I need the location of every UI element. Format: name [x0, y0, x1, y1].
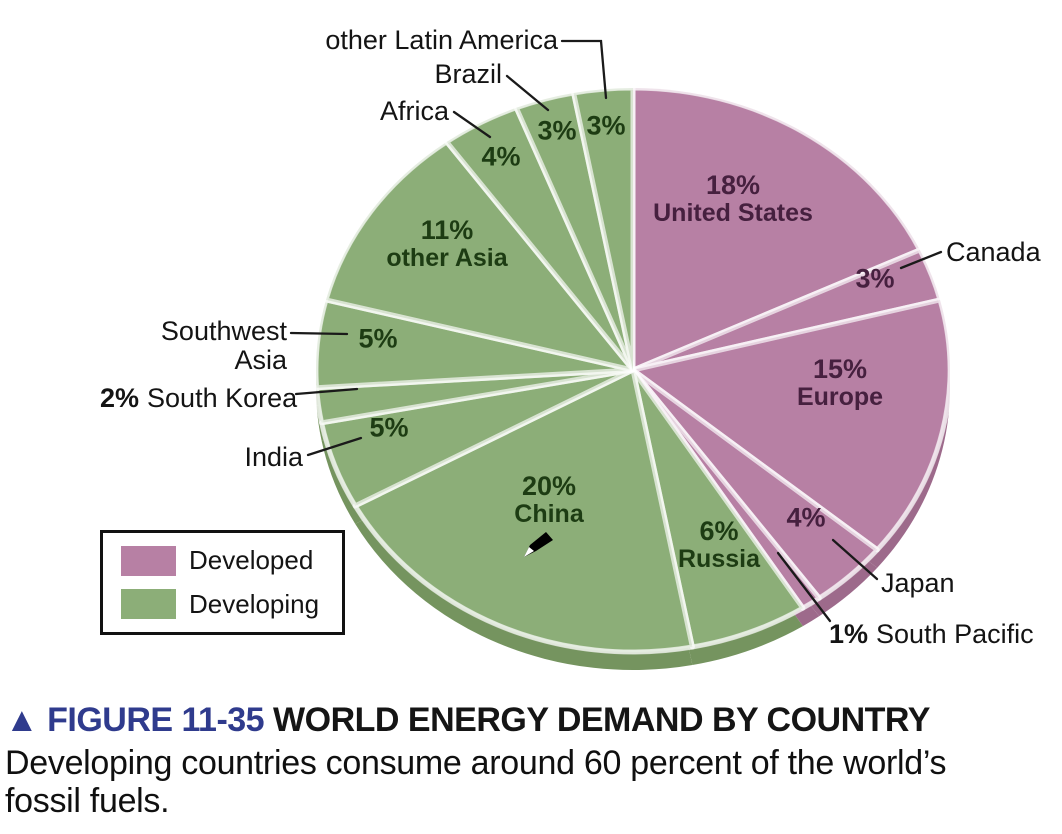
leader-canada: [899, 250, 943, 270]
slice-label-africa-pct: 4%: [481, 141, 521, 172]
slice-label-canada-pct: 3%: [855, 263, 895, 294]
callout-south-korea: 2% South Korea: [100, 383, 298, 413]
figure-caption-title: ▲ FIGURE 11-35 WORLD ENERGY DEMAND BY CO…: [5, 701, 1057, 740]
callout-other-latin-america: other Latin America: [325, 25, 558, 55]
legend-item-developing: Developing: [121, 589, 342, 620]
callout-japan: Japan: [881, 568, 955, 598]
slice-label-india-pct: 5%: [369, 412, 409, 443]
legend-item-developed: Developed: [121, 545, 342, 576]
figure-marker-icon: ▲: [5, 701, 39, 739]
leader-lines: [289, 39, 943, 623]
legend-swatch-developing: [121, 589, 176, 620]
legend: Developed Developing: [100, 530, 345, 635]
pie-slices: [313, 85, 953, 655]
pie-slice-united-states: [630, 85, 923, 373]
pie-slice-other-asia: [323, 139, 636, 373]
leader-africa: [452, 110, 492, 139]
leader-southwest-asia: [289, 331, 349, 336]
leader-india: [306, 436, 363, 457]
callout-south-pacific: 1% South Pacific: [829, 619, 1034, 649]
slice-label-russia: 6% Russia: [678, 515, 760, 574]
callout-southwest-asia: Southwest Asia: [160, 316, 287, 375]
leader-brazil: [505, 74, 550, 112]
figure-title: WORLD ENERGY DEMAND BY COUNTRY: [273, 701, 930, 739]
slice-label-japan-pct: 4%: [786, 502, 826, 533]
pie-outer-highlight: [314, 86, 952, 654]
pie-slice-other-latin-america: [571, 85, 636, 373]
legend-label-developing: Developing: [189, 588, 320, 619]
legend-swatch-developed: [121, 545, 176, 576]
pie-slice-china: [352, 367, 695, 655]
slice-label-united-states: 18% United States: [653, 169, 813, 228]
slice-label-europe: 15% Europe: [796, 353, 884, 412]
leader-south-pacific: [776, 551, 832, 623]
slice-label-southwest-asia-pct: 5%: [358, 323, 398, 354]
leader-other-latin-america: [560, 39, 608, 100]
slice-label-other-asia: 11% other Asia: [386, 214, 508, 273]
leader-japan: [831, 538, 879, 581]
pie-slice-europe: [630, 297, 953, 553]
callout-brazil: Brazil: [434, 59, 502, 89]
legend-label-developed: Developed: [189, 545, 314, 576]
slice-label-other-latin-america-pct: 3%: [586, 110, 626, 141]
pencil-cursor-icon: [524, 532, 553, 557]
callout-india: India: [244, 442, 303, 472]
figure-caption-text: Developing countries consume around 60 p…: [5, 744, 947, 820]
leader-south-korea: [294, 387, 359, 396]
callout-africa: Africa: [379, 96, 449, 126]
callout-canada: Canada: [946, 237, 1041, 267]
figure-number: ▲ FIGURE 11-35: [5, 701, 265, 739]
slice-label-brazil-pct: 3%: [537, 115, 577, 146]
slice-label-china: 20% China: [514, 470, 584, 529]
